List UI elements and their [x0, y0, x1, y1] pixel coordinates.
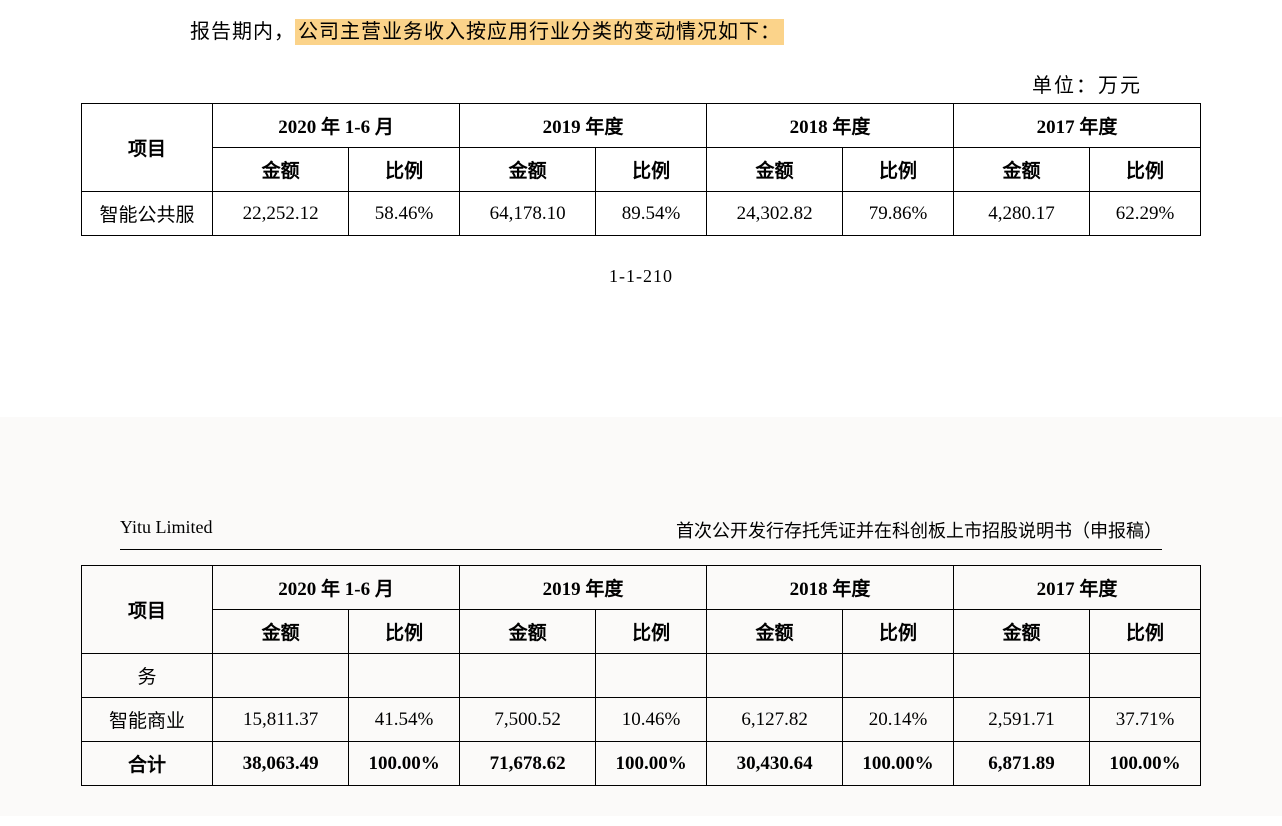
cell: 100.00% [596, 742, 707, 786]
cell: 64,178.10 [460, 192, 596, 236]
cell [213, 654, 349, 698]
page-number: 1-1-210 [60, 266, 1222, 287]
sub-amount-3: 金额 [954, 148, 1090, 192]
cell [707, 654, 843, 698]
sub-ratio-0: 比例 [349, 610, 460, 654]
cell: 7,500.52 [460, 698, 596, 742]
sub-ratio-2: 比例 [843, 610, 954, 654]
sub-amount-0: 金额 [213, 610, 349, 654]
cell: 20.14% [843, 698, 954, 742]
document-header: Yitu Limited 首次公开发行存托凭证并在科创板上市招股说明书（申报稿） [120, 517, 1162, 550]
row-label: 智能商业 [82, 698, 213, 742]
cell [460, 654, 596, 698]
col-header-project: 项目 [82, 566, 213, 654]
cell: 24,302.82 [707, 192, 843, 236]
sub-amount-3: 金额 [954, 610, 1090, 654]
col-header-project: 项目 [82, 104, 213, 192]
cell: 15,811.37 [213, 698, 349, 742]
cell: 58.46% [349, 192, 460, 236]
cell: 89.54% [596, 192, 707, 236]
row-label: 智能公共服 [82, 192, 213, 236]
col-header-period-1: 2019 年度 [460, 104, 707, 148]
doc-header-left: Yitu Limited [120, 517, 213, 543]
intro-highlight: 公司主营业务收入按应用行业分类的变动情况如下： [295, 19, 784, 45]
intro-text: 报告期内，公司主营业务收入按应用行业分类的变动情况如下： [190, 15, 1222, 44]
doc-header-right: 首次公开发行存托凭证并在科创板上市招股说明书（申报稿） [676, 517, 1162, 543]
top-section: 报告期内，公司主营业务收入按应用行业分类的变动情况如下： 单位：万元 项目 20… [0, 0, 1282, 317]
cell: 30,430.64 [707, 742, 843, 786]
cell: 100.00% [349, 742, 460, 786]
cell [843, 654, 954, 698]
cell [349, 654, 460, 698]
col-header-period-2: 2018 年度 [707, 566, 954, 610]
cell: 10.46% [596, 698, 707, 742]
sub-ratio-3: 比例 [1090, 148, 1201, 192]
table-row: 务 [82, 654, 1201, 698]
row-label: 务 [82, 654, 213, 698]
sub-amount-1: 金额 [460, 148, 596, 192]
sub-amount-2: 金额 [707, 148, 843, 192]
sub-amount-0: 金额 [213, 148, 349, 192]
col-header-period-3: 2017 年度 [954, 104, 1201, 148]
cell [954, 654, 1090, 698]
col-header-period-0: 2020 年 1-6 月 [213, 566, 460, 610]
cell: 100.00% [843, 742, 954, 786]
col-header-period-1: 2019 年度 [460, 566, 707, 610]
col-header-period-0: 2020 年 1-6 月 [213, 104, 460, 148]
sub-ratio-0: 比例 [349, 148, 460, 192]
cell: 71,678.62 [460, 742, 596, 786]
revenue-table-2: 项目 2020 年 1-6 月 2019 年度 2018 年度 2017 年度 … [81, 565, 1201, 786]
unit-label: 单位：万元 [60, 69, 1142, 98]
cell: 2,591.71 [954, 698, 1090, 742]
intro-prefix: 报告期内， [190, 21, 295, 43]
cell: 4,280.17 [954, 192, 1090, 236]
sub-amount-1: 金额 [460, 610, 596, 654]
table-header-row-1: 项目 2020 年 1-6 月 2019 年度 2018 年度 2017 年度 [82, 566, 1201, 610]
col-header-period-2: 2018 年度 [707, 104, 954, 148]
sub-ratio-1: 比例 [596, 148, 707, 192]
table-header-row-2: 金额 比例 金额 比例 金额 比例 金额 比例 [82, 148, 1201, 192]
cell: 62.29% [1090, 192, 1201, 236]
sub-ratio-2: 比例 [843, 148, 954, 192]
cell: 22,252.12 [213, 192, 349, 236]
table-header-row-1: 项目 2020 年 1-6 月 2019 年度 2018 年度 2017 年度 [82, 104, 1201, 148]
col-header-period-3: 2017 年度 [954, 566, 1201, 610]
cell: 79.86% [843, 192, 954, 236]
table-row-total: 合计 38,063.49 100.00% 71,678.62 100.00% 3… [82, 742, 1201, 786]
sub-amount-2: 金额 [707, 610, 843, 654]
bottom-section: Yitu Limited 首次公开发行存托凭证并在科创板上市招股说明书（申报稿）… [0, 417, 1282, 816]
sub-ratio-3: 比例 [1090, 610, 1201, 654]
cell: 41.54% [349, 698, 460, 742]
table-header-row-2: 金额 比例 金额 比例 金额 比例 金额 比例 [82, 610, 1201, 654]
cell: 38,063.49 [213, 742, 349, 786]
cell: 6,127.82 [707, 698, 843, 742]
cell: 6,871.89 [954, 742, 1090, 786]
cell [1090, 654, 1201, 698]
table-row: 智能商业 15,811.37 41.54% 7,500.52 10.46% 6,… [82, 698, 1201, 742]
table-row: 智能公共服 22,252.12 58.46% 64,178.10 89.54% … [82, 192, 1201, 236]
cell: 37.71% [1090, 698, 1201, 742]
sub-ratio-1: 比例 [596, 610, 707, 654]
row-label: 合计 [82, 742, 213, 786]
cell: 100.00% [1090, 742, 1201, 786]
cell [596, 654, 707, 698]
revenue-table-1: 项目 2020 年 1-6 月 2019 年度 2018 年度 2017 年度 … [81, 103, 1201, 236]
